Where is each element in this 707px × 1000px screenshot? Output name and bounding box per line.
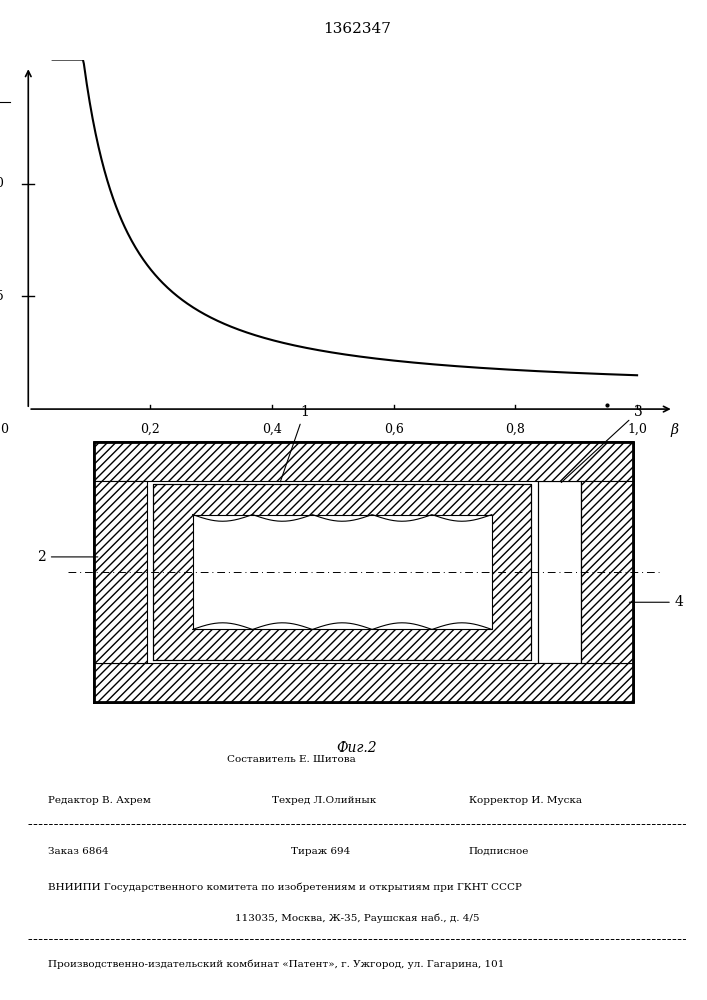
Text: 1: 1 [281,405,309,482]
Bar [94,442,633,702]
Text: 113035, Москва, Ж-35, Раушская наб., д. 4/5: 113035, Москва, Ж-35, Раушская наб., д. … [235,913,479,923]
Text: ВНИИПИ Государственного комитета по изобретениям и открытиям при ГКНТ СССР: ВНИИПИ Государственного комитета по изоб… [48,883,522,892]
Bar [580,481,633,663]
Bar [94,481,146,663]
Text: 2: 2 [37,550,98,564]
Text: Составитель Е. Шитова: Составитель Е. Шитова [227,755,356,764]
Text: 0,2: 0,2 [140,423,160,436]
Bar [94,663,633,702]
Text: 3: 3 [561,405,643,482]
Bar [538,481,580,663]
Text: 4: 4 [629,595,684,609]
Text: 1,0: 1,0 [627,423,647,436]
Text: Корректор И. Муска: Корректор И. Муска [469,796,582,805]
Text: Подписное: Подписное [469,847,529,856]
Text: Тираж 694: Тираж 694 [291,847,351,856]
Text: Редактор В. Ахрем: Редактор В. Ахрем [48,796,151,805]
Text: Фиг.1: Фиг.1 [304,458,344,472]
Text: Заказ 6864: Заказ 6864 [48,847,109,856]
Text: 1362347: 1362347 [323,22,391,36]
Text: 0,5: 0,5 [0,290,4,303]
Bar [153,484,531,660]
Text: 1,0: 1,0 [0,177,4,190]
Text: 0,8: 0,8 [506,423,525,436]
Text: Производственно-издательский комбинат «Патент», г. Ужгород, ул. Гагарина, 101: Производственно-издательский комбинат «П… [48,959,504,969]
Bar [192,515,492,629]
Bar [146,481,580,663]
Text: Техред Л.Олийнык: Техред Л.Олийнык [271,796,376,805]
Text: β: β [670,423,679,437]
Text: 0,6: 0,6 [384,423,404,436]
Text: 0: 0 [0,423,8,436]
Text: 0,4: 0,4 [262,423,282,436]
Text: Фиг.2: Фиг.2 [337,741,378,755]
Bar [94,442,633,481]
